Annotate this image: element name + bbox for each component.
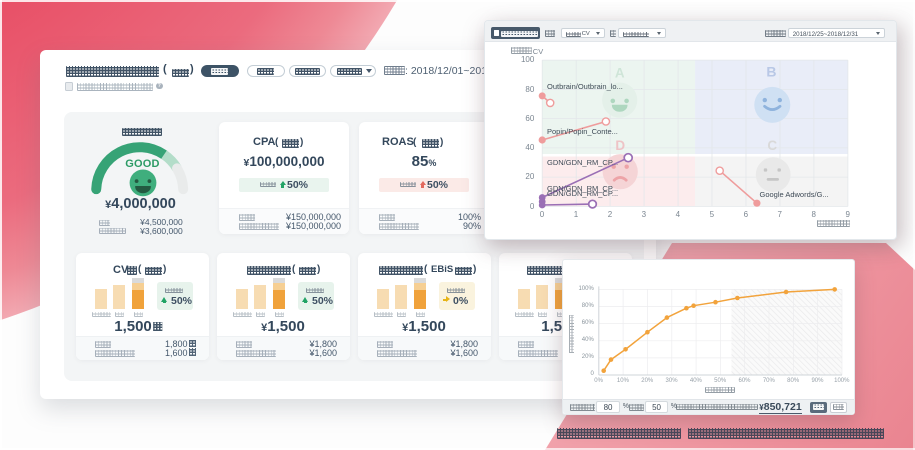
svg-text:D: D xyxy=(615,138,625,153)
svg-text:B: B xyxy=(766,63,776,79)
svg-text:A: A xyxy=(615,65,625,80)
svg-text:C: C xyxy=(767,138,777,153)
